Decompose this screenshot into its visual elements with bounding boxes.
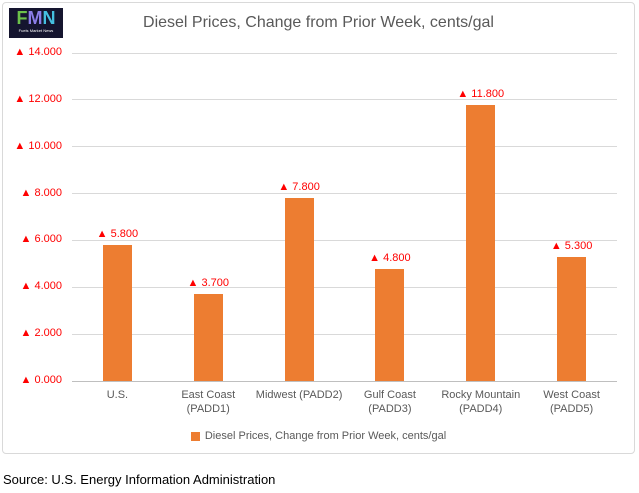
bar-midwest-padd2: [284, 198, 314, 381]
bar-value-label: ▲ 5.300: [550, 239, 593, 252]
x-axis-label: U.S.: [107, 388, 128, 402]
gridline: [72, 239, 617, 241]
logo-letter: F: [16, 8, 28, 28]
chart-title: Diesel Prices, Change from Prior Week, c…: [143, 14, 494, 31]
logo-caption: Fuels Market News: [18, 28, 54, 33]
x-axis-label-line: (PADD5): [549, 403, 594, 415]
x-axis-label-line: (PADD4): [459, 403, 503, 415]
bar-value-label: ▲ 4.800: [369, 251, 411, 264]
gridline: [72, 193, 617, 195]
fuels-market-news-logo: FMN Fuels Market News: [9, 8, 63, 38]
bar-gulf-coast-padd3: [375, 268, 405, 381]
logo-letter: M: [27, 8, 43, 28]
bar-value-label: ▲ 3.700: [187, 277, 229, 290]
y-tick-label: ▲ 2.000: [20, 327, 62, 340]
y-tick-label: ▲ 8.000: [20, 186, 62, 199]
y-tick-label: ▲ 4.000: [20, 280, 62, 293]
x-axis-label: Midwest (PADD2): [256, 388, 343, 402]
y-tick-label: ▲ 12.000: [14, 92, 62, 105]
source-note: Source: U.S. Energy Information Administ…: [3, 472, 276, 487]
gridline: [72, 99, 617, 101]
gridline: [72, 286, 617, 288]
bar-u-s: [102, 245, 132, 381]
x-axis-label-line: (PADD1): [186, 403, 230, 415]
x-axis-label-line: West Coast: [543, 389, 600, 401]
y-tick-label: ▲ 0.000: [20, 374, 62, 386]
y-tick-label: ▲ 14.000: [14, 46, 62, 58]
bar-west-coast-padd5: [557, 256, 587, 381]
x-axis-label: Gulf Coast (PADD3): [364, 388, 416, 416]
bar-value-label: ▲ 7.800: [278, 181, 320, 194]
logo-letters: FMN: [9, 9, 63, 28]
x-axis-line: [72, 380, 617, 382]
logo-letter: N: [42, 8, 56, 28]
legend: Diesel Prices, Change from Prior Week, c…: [3, 430, 634, 442]
x-axis-label-line: (PADD3): [368, 403, 412, 415]
bar-rocky-mountain-padd4: [466, 104, 496, 381]
x-axis-label-line: Gulf Coast: [363, 389, 416, 401]
bar-east-coast-padd1: [193, 294, 223, 381]
gridline: [72, 146, 617, 148]
x-axis-label: West Coast (PADD5): [543, 388, 600, 416]
bar-value-label: ▲ 5.800: [96, 228, 139, 241]
legend-swatch-icon: [190, 431, 200, 441]
x-axis-label: Rocky Mountain (PADD4): [441, 388, 520, 416]
x-axis-label-line: Rocky Mountain: [441, 389, 521, 401]
y-axis: ▲ 0.000 ▲ 2.000 ▲ 4.000 ▲ 6.000 ▲ 8.000 ▲ 10.…: [3, 46, 62, 386]
gridline: [72, 333, 617, 335]
y-tick-label: ▲ 10.000: [14, 139, 62, 152]
gridline: [72, 52, 617, 54]
chart-frame: FMN Fuels Market News Diesel Prices, Cha…: [2, 2, 635, 454]
legend-label: Diesel Prices, Change from Prior Week, c…: [204, 430, 447, 442]
bar-value-label: ▲ 11.800: [457, 87, 505, 100]
x-axis-label-line: U.S.: [106, 389, 129, 401]
x-axis-label-line: East Coast: [181, 389, 236, 401]
y-tick-label: ▲ 6.000: [20, 233, 62, 246]
plot-area: ▲ 5.800 U.S. ▲ 3.700 East Coast (PADD1) ▲ 7.8…: [72, 52, 617, 415]
x-axis-label: East Coast (PADD1): [181, 388, 235, 416]
x-axis-label-line: Midwest (PADD2): [255, 389, 343, 401]
